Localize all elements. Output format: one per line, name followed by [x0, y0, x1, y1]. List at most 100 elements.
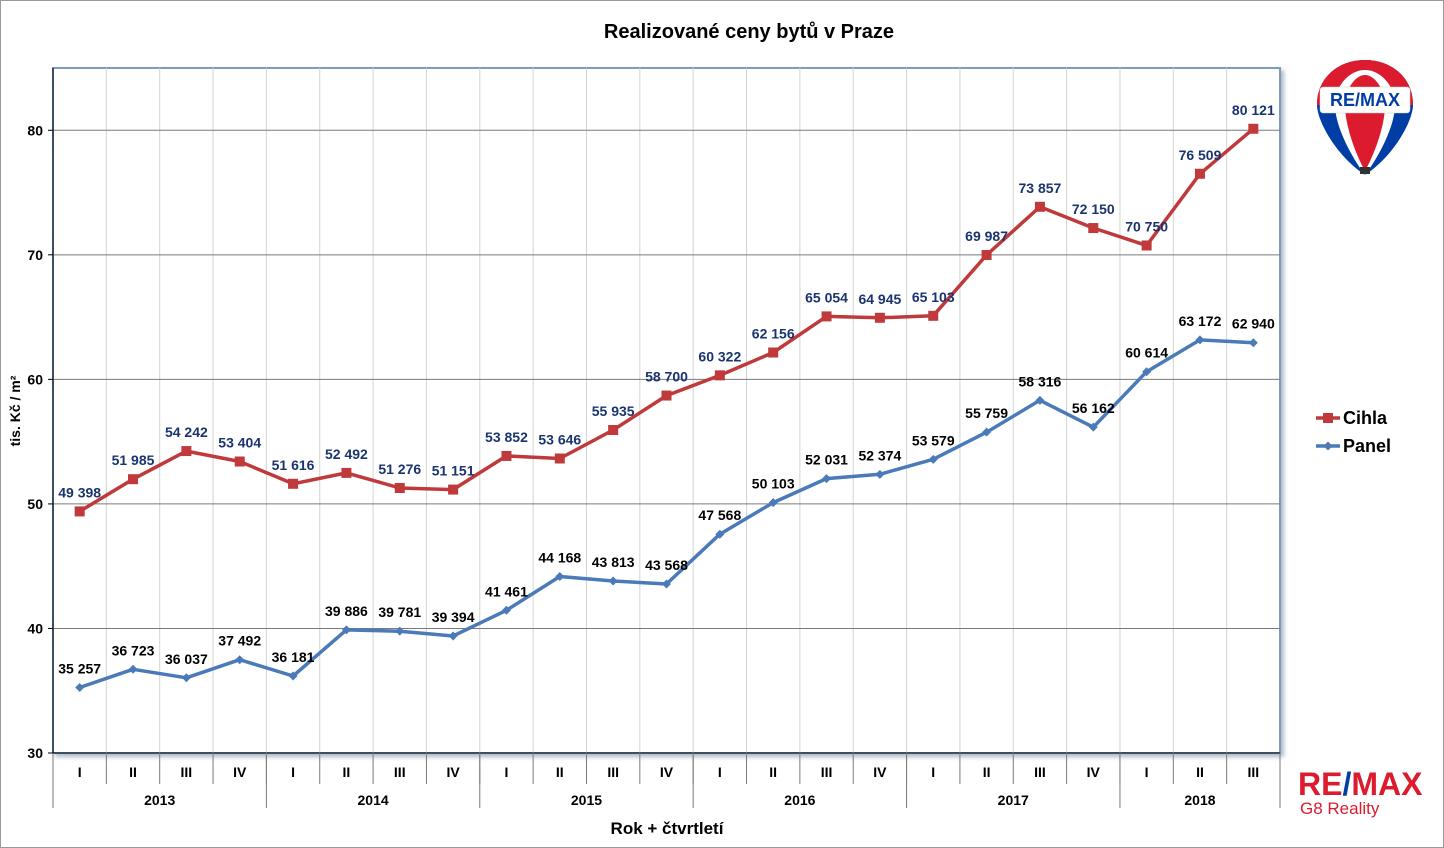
x-tick-label-quarter: II [983, 764, 991, 780]
data-point-panel [75, 683, 85, 693]
data-point-panel [395, 626, 405, 636]
data-label-panel: 58 316 [1019, 373, 1062, 389]
x-tick-label-year: 2017 [998, 792, 1029, 808]
y-tick-label: 40 [27, 620, 43, 636]
data-label-cihla: 51 985 [112, 452, 155, 468]
data-label-panel: 41 461 [485, 583, 528, 599]
data-point-panel [501, 605, 511, 615]
data-point-panel [1195, 335, 1205, 345]
data-label-cihla: 80 121 [1232, 102, 1275, 118]
x-tick-label-quarter: IV [873, 764, 887, 780]
data-label-cihla: 51 276 [378, 461, 421, 477]
x-tick-label-year: 2018 [1184, 792, 1215, 808]
data-label-cihla: 58 700 [645, 369, 688, 385]
brand-subtitle: G8 Reality [1300, 799, 1380, 818]
x-tick-label-quarter: II [1196, 764, 1204, 780]
data-point-panel [822, 474, 832, 484]
data-label-cihla: 73 857 [1019, 180, 1062, 196]
data-label-panel: 63 172 [1179, 313, 1222, 329]
data-label-cihla: 69 987 [965, 228, 1008, 244]
data-point-panel [608, 576, 618, 586]
data-point-cihla [821, 311, 832, 322]
data-point-cihla [714, 370, 725, 381]
data-point-cihla [554, 453, 565, 464]
data-label-panel: 44 168 [538, 550, 581, 566]
x-axis-label: Rok + čtvrtletí [611, 819, 725, 838]
data-label-cihla: 53 404 [218, 435, 261, 451]
data-point-panel [1035, 395, 1045, 405]
x-tick-label-quarter: I [505, 764, 509, 780]
data-point-cihla [341, 467, 352, 478]
data-label-panel: 39 781 [378, 604, 421, 620]
brand-name: RE/MAX [1298, 768, 1428, 800]
x-tick-label-year: 2015 [571, 792, 602, 808]
data-label-cihla: 53 646 [538, 431, 581, 447]
data-point-panel [341, 625, 351, 635]
data-label-panel: 36 181 [272, 649, 315, 665]
data-point-cihla [128, 474, 139, 485]
data-label-panel: 50 103 [752, 476, 795, 492]
x-tick-label-quarter: I [931, 764, 935, 780]
data-point-panel [928, 454, 938, 464]
brand-logo: RE/MAX G8 Reality [1298, 768, 1428, 818]
x-tick-label-quarter: IV [1087, 764, 1101, 780]
data-point-panel [288, 671, 298, 681]
data-label-cihla: 51 616 [272, 457, 315, 473]
x-tick-label-quarter: I [291, 764, 295, 780]
data-label-cihla: 65 054 [805, 289, 848, 305]
x-tick-label-year: 2014 [358, 792, 389, 808]
y-axis-label: tis. Kč / m² [7, 375, 23, 446]
x-tick-label-quarter: III [1034, 764, 1046, 780]
data-label-cihla: 51 151 [432, 463, 475, 479]
x-tick-label-quarter: II [343, 764, 351, 780]
data-label-cihla: 65 103 [912, 289, 955, 305]
data-point-cihla [74, 506, 85, 517]
data-label-panel: 62 940 [1232, 316, 1275, 332]
data-label-panel: 35 257 [58, 661, 101, 677]
data-label-cihla: 53 852 [485, 429, 528, 445]
x-tick-label-quarter: III [607, 764, 619, 780]
x-tick-label-quarter: I [1145, 764, 1149, 780]
data-label-panel: 39 886 [325, 603, 368, 619]
brand-name-re: RE [1298, 766, 1343, 802]
y-tick-label: 60 [27, 371, 43, 387]
data-point-panel [181, 673, 191, 683]
data-point-cihla [501, 450, 512, 461]
data-point-panel [768, 498, 778, 508]
data-label-cihla: 62 156 [752, 326, 795, 342]
x-tick-label-year: 2016 [784, 792, 815, 808]
data-label-cihla: 72 150 [1072, 201, 1115, 217]
x-tick-label-quarter: II [556, 764, 564, 780]
data-label-cihla: 54 242 [165, 424, 208, 440]
x-tick-label-quarter: IV [233, 764, 247, 780]
data-point-cihla [181, 446, 192, 457]
data-point-panel [448, 631, 458, 641]
y-tick-label: 50 [27, 496, 43, 512]
data-label-panel: 52 031 [805, 452, 848, 468]
data-point-panel [235, 655, 245, 665]
data-point-panel [982, 427, 992, 437]
data-point-cihla [981, 249, 992, 260]
data-label-panel: 55 759 [965, 405, 1008, 421]
data-point-cihla [1141, 240, 1152, 251]
x-tick-label-year: 2013 [144, 792, 175, 808]
data-point-cihla [1034, 201, 1045, 212]
data-point-cihla [394, 483, 405, 494]
y-tick-label: 30 [27, 745, 43, 761]
data-point-cihla [874, 312, 885, 323]
remax-balloon-icon: RE/MAX [1317, 60, 1413, 175]
data-label-cihla: 76 509 [1179, 147, 1222, 163]
data-label-panel: 36 037 [165, 651, 208, 667]
x-tick-label-quarter: II [129, 764, 137, 780]
x-tick-label-quarter: III [1247, 764, 1259, 780]
data-point-panel [1088, 422, 1098, 432]
data-point-cihla [1194, 168, 1205, 179]
data-point-cihla [288, 478, 299, 489]
data-point-cihla [1248, 123, 1259, 134]
data-point-cihla [928, 310, 939, 321]
data-point-panel [662, 579, 671, 589]
plot-area [52, 67, 1281, 754]
data-point-cihla [234, 456, 245, 467]
data-point-panel [1248, 338, 1258, 348]
